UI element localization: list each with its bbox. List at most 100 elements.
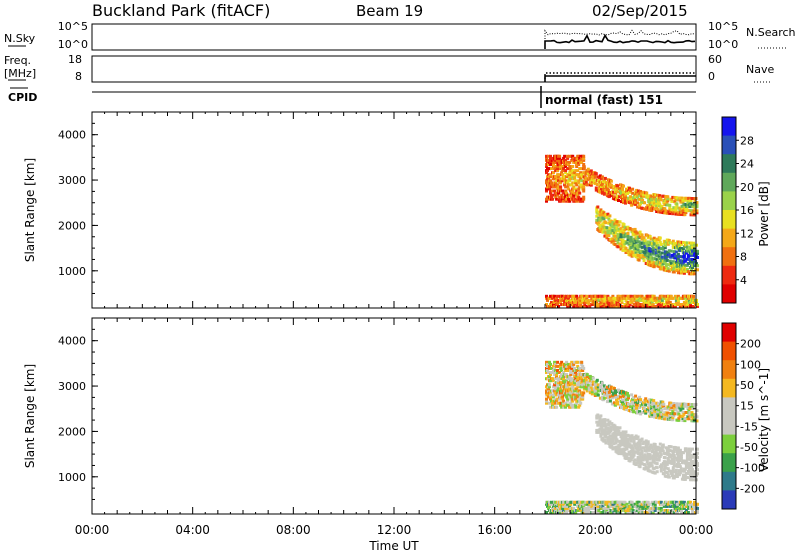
colorbar-segment bbox=[722, 191, 736, 211]
echo-cell bbox=[598, 213, 602, 217]
echo-cell bbox=[638, 406, 642, 409]
echo-cell bbox=[557, 179, 561, 183]
echo-cell bbox=[676, 303, 680, 306]
echo-cell bbox=[682, 475, 686, 479]
echo-cell bbox=[568, 375, 572, 379]
echo-cell bbox=[624, 199, 627, 203]
echo-cell bbox=[638, 461, 642, 465]
echo-cell bbox=[665, 258, 669, 262]
echo-cell bbox=[616, 190, 619, 194]
echo-cell bbox=[576, 369, 580, 372]
echo-cell bbox=[600, 383, 604, 387]
echo-cell bbox=[666, 195, 670, 199]
echo-cell bbox=[676, 458, 680, 462]
echo-cell bbox=[657, 238, 661, 242]
echo-cell bbox=[567, 296, 571, 300]
echo-cell bbox=[671, 416, 675, 420]
echo-cell bbox=[582, 375, 586, 379]
echo-cell bbox=[592, 511, 596, 514]
echo-cell bbox=[658, 236, 662, 240]
echo-cell bbox=[603, 420, 607, 424]
echo-cell bbox=[652, 261, 656, 265]
echo-cell bbox=[677, 267, 681, 271]
echo-cell bbox=[613, 218, 617, 222]
echo-cell bbox=[570, 298, 574, 302]
echo-cell bbox=[677, 463, 681, 466]
echo-cell bbox=[546, 369, 549, 372]
echo-cell bbox=[549, 373, 552, 377]
echo-cell bbox=[595, 208, 599, 212]
echo-cell bbox=[567, 381, 571, 385]
x-tick-label: 08:00 bbox=[276, 523, 311, 537]
echo-cell bbox=[612, 305, 616, 308]
echo-cell bbox=[632, 402, 636, 406]
echo-cell bbox=[651, 509, 655, 512]
echo-cell bbox=[589, 183, 593, 187]
echo-cell bbox=[610, 390, 614, 394]
echo-cell bbox=[655, 298, 659, 302]
echo-cell bbox=[695, 205, 699, 209]
echo-cell bbox=[628, 190, 631, 194]
echo-cell bbox=[628, 253, 632, 257]
echo-cell bbox=[549, 397, 552, 401]
echo-cell bbox=[584, 378, 588, 382]
echo-cell bbox=[627, 396, 630, 400]
echo-cell bbox=[622, 184, 625, 188]
echo-cell bbox=[564, 193, 568, 197]
echo-cell bbox=[623, 506, 627, 510]
echo-cell bbox=[696, 447, 699, 451]
echo-cell bbox=[662, 296, 666, 300]
echo-cell bbox=[565, 511, 569, 514]
echo-cell bbox=[586, 383, 590, 387]
echo-cell bbox=[613, 243, 617, 246]
echo-cell bbox=[562, 502, 566, 506]
echo-cell bbox=[689, 296, 692, 300]
echo-cell bbox=[566, 391, 570, 395]
echo-cell bbox=[552, 158, 555, 162]
echo-cell bbox=[687, 409, 691, 412]
echo-cell bbox=[572, 187, 576, 191]
echo-cell bbox=[687, 249, 691, 253]
echo-cell bbox=[658, 454, 662, 458]
echo-cell bbox=[596, 393, 600, 397]
echo-cell bbox=[601, 180, 605, 183]
echo-cell bbox=[584, 180, 588, 184]
echo-cell bbox=[557, 305, 561, 308]
echo-cell bbox=[559, 177, 563, 181]
echo-cell bbox=[562, 156, 566, 160]
echo-cell bbox=[641, 500, 645, 504]
echo-cell bbox=[675, 196, 679, 200]
echo-cell bbox=[673, 446, 677, 450]
echo-cell bbox=[617, 394, 620, 398]
echo-cell bbox=[570, 379, 574, 383]
echo-cell bbox=[600, 387, 604, 391]
echo-cell bbox=[564, 369, 568, 372]
echo-cell bbox=[560, 303, 564, 306]
echo-cell bbox=[573, 199, 577, 203]
echo-cell bbox=[652, 242, 656, 246]
echo-cell bbox=[681, 241, 685, 245]
echo-cell bbox=[692, 403, 696, 406]
echo-cell bbox=[554, 158, 558, 162]
echo-cell bbox=[620, 296, 624, 300]
echo-cell bbox=[662, 413, 666, 417]
echo-cell bbox=[658, 202, 662, 206]
echo-cell bbox=[667, 249, 671, 253]
echo-cell bbox=[683, 419, 687, 423]
echo-cell bbox=[604, 231, 608, 235]
echo-cell bbox=[657, 456, 661, 460]
echo-cell bbox=[640, 241, 644, 245]
noise-left-label: N.Sky bbox=[4, 32, 36, 45]
echo-cell bbox=[577, 160, 581, 164]
echo-cell bbox=[567, 294, 571, 298]
echo-cell bbox=[620, 452, 624, 456]
echo-cell bbox=[627, 305, 631, 308]
echo-cell bbox=[642, 240, 646, 244]
echo-cell bbox=[619, 227, 623, 231]
echo-cell bbox=[616, 184, 619, 188]
echo-cell bbox=[681, 417, 685, 420]
echo-cell bbox=[690, 459, 693, 463]
echo-cell bbox=[557, 401, 561, 405]
echo-cell bbox=[648, 257, 652, 261]
echo-cell bbox=[600, 183, 604, 187]
